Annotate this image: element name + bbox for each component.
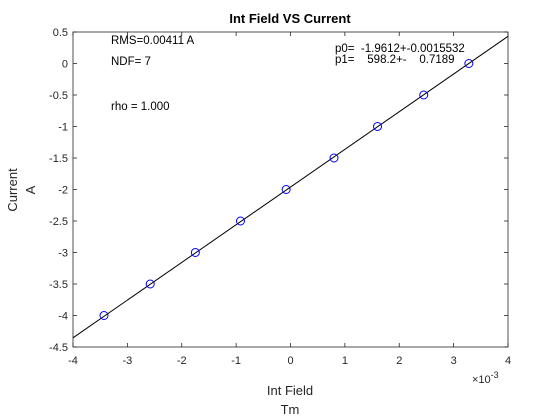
y-tick-label: -4.5	[49, 342, 68, 354]
x-tick-label: 0	[287, 355, 293, 367]
x-tick-label: -1	[231, 355, 241, 367]
data-point	[99, 311, 109, 320]
x-tick-label: -3	[122, 355, 132, 367]
x-tick-label: 2	[396, 355, 402, 367]
x-axis-label: Int Field	[267, 383, 313, 398]
x-exponent-base-text: ×10	[472, 374, 491, 386]
rms-annotation: RMS=0.00411 A	[111, 35, 195, 47]
x-axis-ticks: -4 -3 -2 -1 0 1 2 3 4	[68, 32, 511, 367]
data-points	[99, 59, 474, 320]
x-exponent-power: -3	[491, 370, 499, 380]
y-axis-unit: A	[23, 185, 38, 194]
data-point	[373, 122, 382, 131]
y-tick-label: 0	[62, 59, 68, 71]
chart-title: Int Field VS Current	[229, 11, 351, 26]
x-exponent-base: ×10-3	[472, 370, 499, 386]
y-tick-label: -4	[58, 311, 68, 323]
y-axis-ticks: 0.5 0 -0.5 -1 -1.5 -2 -2.5 -3 -3.5 -4 -4.5	[49, 27, 508, 354]
data-point	[235, 216, 245, 226]
y-axis-label: Current	[5, 168, 20, 212]
ndf-annotation: NDF= 7	[111, 56, 151, 68]
x-tick-label: 1	[342, 355, 348, 367]
data-point	[329, 153, 339, 163]
x-tick-label: -2	[177, 355, 187, 367]
y-tick-label: -3	[58, 248, 68, 260]
rho-annotation: rho = 1.000	[111, 101, 170, 113]
y-tick-label: -2	[58, 185, 68, 197]
y-tick-label: -2.5	[49, 216, 68, 228]
x-tick-label: 4	[505, 355, 511, 367]
y-tick-label: -1.5	[49, 153, 68, 165]
x-tick-label: -4	[68, 355, 78, 367]
x-tick-label: 3	[451, 355, 457, 367]
data-point	[419, 90, 429, 100]
fit-line-group	[72, 35, 509, 339]
fit-line	[72, 35, 509, 339]
y-tick-label: -1	[58, 122, 68, 134]
x-axis-unit: Tm	[281, 402, 300, 417]
data-point	[464, 59, 474, 68]
data-point	[190, 248, 200, 257]
data-point	[145, 279, 155, 289]
y-tick-label: 0.5	[53, 27, 68, 39]
p1-annotation: p1= 598.2+- 0.7189	[335, 54, 455, 66]
p0-annotation: p0= -1.9612+-0.0015532	[335, 43, 465, 55]
y-tick-label: -3.5	[49, 279, 68, 291]
y-tick-label: -0.5	[49, 90, 68, 102]
data-point	[281, 185, 291, 194]
